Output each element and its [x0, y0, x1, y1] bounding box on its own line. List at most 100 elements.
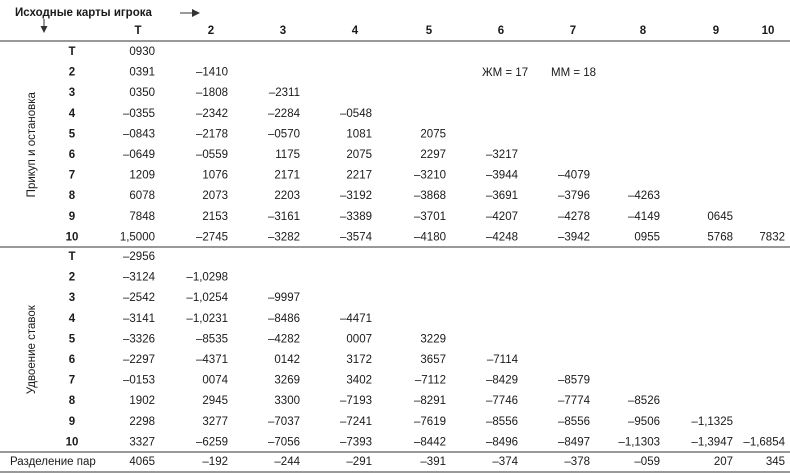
cell: 2297 — [420, 149, 446, 161]
cell: 2073 — [202, 190, 228, 202]
cell: –7037 — [268, 416, 300, 428]
cell: 0391 — [129, 67, 155, 79]
cell: –6259 — [196, 436, 228, 448]
cell: 0930 — [129, 46, 155, 58]
cell: –3124 — [123, 272, 156, 284]
row-label: 2 — [69, 67, 75, 79]
cell: –3868 — [414, 190, 446, 202]
cell: –2178 — [196, 128, 228, 140]
cell: 3327 — [129, 436, 155, 448]
cell: –0649 — [123, 149, 155, 161]
column-header: 10 — [762, 25, 775, 37]
cell: –3796 — [558, 190, 590, 202]
cell: 2075 — [420, 128, 446, 140]
cell: 1209 — [129, 170, 155, 182]
cell: 0955 — [634, 231, 660, 243]
cell: –8486 — [268, 313, 300, 325]
cell: 2075 — [346, 149, 372, 161]
cell: 3277 — [202, 416, 228, 428]
row-label: 10 — [66, 436, 79, 448]
cell: –059 — [634, 456, 660, 468]
row-label: 5 — [69, 128, 76, 140]
cell: 0645 — [707, 211, 733, 223]
cell: –3389 — [340, 211, 372, 223]
cell: –1,3947 — [691, 436, 733, 448]
row-label: 4 — [69, 313, 76, 325]
cell: –7746 — [486, 395, 518, 407]
note: ЖМ = 17 — [482, 67, 528, 79]
cell: 2217 — [346, 170, 372, 182]
row-label: 9 — [69, 416, 75, 428]
cell: 1175 — [275, 149, 300, 161]
cell: 1902 — [129, 395, 155, 407]
cell: –7393 — [340, 436, 372, 448]
row-label: Разделение пар — [10, 456, 96, 468]
cell: –8429 — [486, 375, 518, 387]
column-header: 3 — [280, 25, 286, 37]
cell: –8442 — [414, 436, 446, 448]
cell: 3300 — [274, 395, 300, 407]
cell: –7619 — [414, 416, 446, 428]
cell: –3942 — [558, 231, 590, 243]
column-header: 2 — [208, 25, 214, 37]
note: ММ = 18 — [551, 67, 596, 79]
cell: –2342 — [196, 108, 228, 120]
cell: –8497 — [558, 436, 590, 448]
cell: –3326 — [123, 333, 155, 345]
group-label: Удвоение ставок — [26, 304, 38, 394]
group-label: Прикуп и остановка — [26, 91, 38, 197]
cell: –4278 — [558, 211, 590, 223]
cell: –4207 — [486, 211, 518, 223]
cell: –3691 — [486, 190, 518, 202]
row-label: T — [68, 251, 75, 263]
column-header: 8 — [640, 25, 647, 37]
cell: –1,0298 — [186, 272, 228, 284]
cell: –7774 — [558, 395, 591, 407]
cell: 7848 — [129, 211, 155, 223]
cell: 2171 — [274, 170, 300, 182]
cell: –2284 — [268, 108, 301, 120]
cell: –1,0231 — [186, 313, 228, 325]
cell: –391 — [420, 456, 446, 468]
cell: –4371 — [196, 354, 228, 366]
cell: –4079 — [558, 170, 590, 182]
cell: –8556 — [558, 416, 590, 428]
row-label: 8 — [69, 395, 76, 407]
cell: –1410 — [196, 67, 228, 79]
cell: 0007 — [346, 333, 372, 345]
row-label: 3 — [69, 87, 75, 99]
cell: 0350 — [129, 87, 155, 99]
cell: –0559 — [196, 149, 228, 161]
cell: –8535 — [196, 333, 228, 345]
column-header: 9 — [713, 25, 719, 37]
cell: –192 — [202, 456, 228, 468]
row-label: 3 — [69, 292, 75, 304]
cell: –374 — [492, 456, 518, 468]
cell: 3172 — [346, 354, 372, 366]
cell: –7241 — [340, 416, 372, 428]
cell: –0548 — [340, 108, 372, 120]
cell: –2297 — [123, 354, 155, 366]
cell: –9506 — [628, 416, 660, 428]
cell: –3701 — [414, 211, 446, 223]
cell: 2945 — [202, 395, 228, 407]
row-label: 5 — [69, 333, 76, 345]
cell: 1081 — [346, 128, 372, 140]
cell: –4248 — [486, 231, 518, 243]
cell: –4263 — [628, 190, 660, 202]
cell: –1,1325 — [691, 416, 733, 428]
cell: 6078 — [129, 190, 155, 202]
cell: –2311 — [269, 87, 300, 99]
cell: –0153 — [123, 375, 155, 387]
cell: –4471 — [340, 313, 372, 325]
cell: –3574 — [340, 231, 373, 243]
column-header: 7 — [570, 25, 576, 37]
row-label: 6 — [69, 149, 75, 161]
cell: –8291 — [414, 395, 446, 407]
cell: 207 — [714, 456, 733, 468]
cell: 3269 — [274, 375, 300, 387]
row-label: 4 — [69, 108, 76, 120]
cell: –2956 — [123, 251, 155, 263]
row-label: 7 — [69, 170, 75, 182]
